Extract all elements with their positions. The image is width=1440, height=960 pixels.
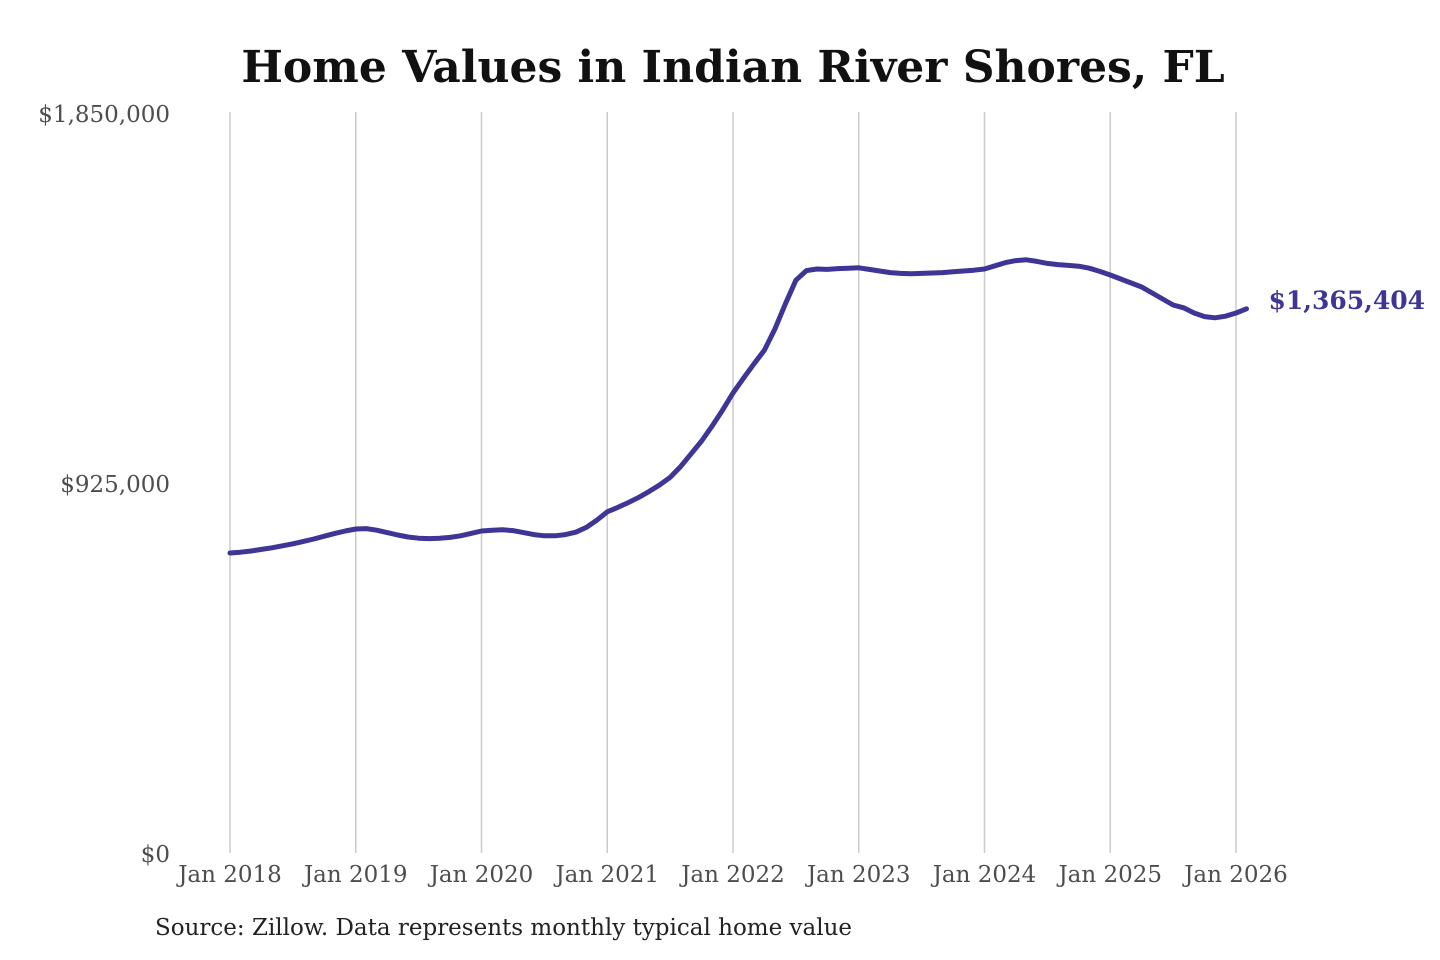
- x-tick-label: Jan 2024: [932, 862, 1037, 888]
- x-tick-label: Jan 2022: [681, 862, 785, 888]
- x-tick-label: Jan 2018: [178, 862, 282, 888]
- year-gridlines: [229, 112, 1237, 853]
- x-tick-label: Jan 2020: [429, 862, 534, 888]
- current-value-label: $1,365,404: [1268, 285, 1426, 315]
- x-tick-label: Jan 2023: [806, 862, 911, 888]
- y-tick-label: $1,850,000: [38, 102, 170, 128]
- home-value-line: [227, 257, 1249, 556]
- y-tick-label: $0: [140, 842, 170, 868]
- chart-title: Home Values in Indian River Shores, FL: [241, 42, 1225, 93]
- y-tick-label: $925,000: [60, 472, 170, 498]
- x-tick-label: Jan 2025: [1058, 862, 1163, 888]
- x-tick-label: Jan 2021: [555, 862, 660, 888]
- x-tick-label: Jan 2019: [303, 862, 408, 888]
- x-tick-label: Jan 2026: [1184, 862, 1288, 888]
- source-note: Source: Zillow. Data represents monthly …: [155, 915, 853, 941]
